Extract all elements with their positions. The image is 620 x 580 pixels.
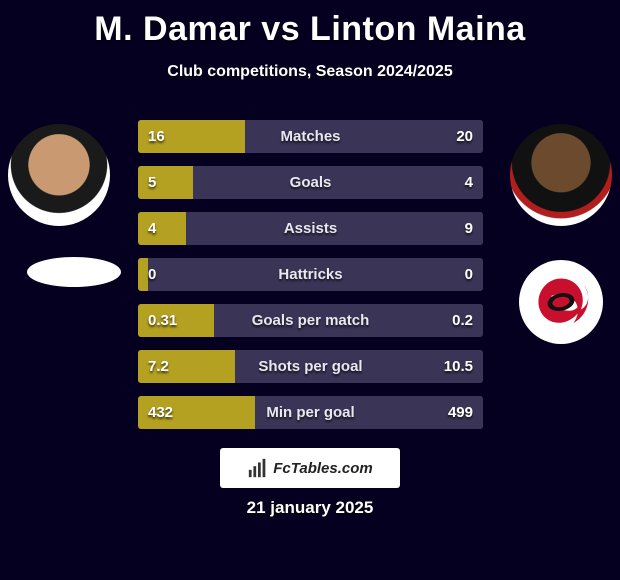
stat-row: 4 9 Assists	[138, 212, 483, 245]
player1-club-logo	[27, 257, 121, 287]
fctables-label: FcTables.com	[273, 460, 372, 477]
row-label: Matches	[280, 120, 340, 153]
stat-row: 16 20 Matches	[138, 120, 483, 153]
stat-row: 432 499 Min per goal	[138, 396, 483, 429]
value-right: 10.5	[444, 350, 473, 383]
value-right: 499	[448, 396, 473, 429]
stat-row: 0 0 Hattricks	[138, 258, 483, 291]
bar-left	[138, 212, 186, 245]
date-label: 21 january 2025	[247, 498, 374, 518]
stat-row: 5 4 Goals	[138, 166, 483, 199]
player2-avatar	[510, 124, 612, 226]
value-left: 432	[148, 396, 173, 429]
player1-avatar	[8, 124, 110, 226]
row-label: Assists	[284, 212, 337, 245]
value-left: 5	[148, 166, 156, 199]
row-label: Goals per match	[252, 304, 370, 337]
value-right: 0	[465, 258, 473, 291]
value-right: 9	[465, 212, 473, 245]
row-label: Hattricks	[278, 258, 342, 291]
subtitle: Club competitions, Season 2024/2025	[0, 63, 620, 81]
value-right: 0.2	[452, 304, 473, 337]
page-title: M. Damar vs Linton Maina	[0, 0, 620, 49]
value-left: 7.2	[148, 350, 169, 383]
row-label: Shots per goal	[258, 350, 362, 383]
bar-left	[138, 258, 148, 291]
value-left: 16	[148, 120, 165, 153]
value-right: 20	[456, 120, 473, 153]
value-left: 0.31	[148, 304, 177, 337]
value-left: 4	[148, 212, 156, 245]
stat-row: 7.2 10.5 Shots per goal	[138, 350, 483, 383]
row-label: Min per goal	[266, 396, 354, 429]
row-label: Goals	[290, 166, 332, 199]
stat-row: 0.31 0.2 Goals per match	[138, 304, 483, 337]
hurricanes-icon	[530, 271, 592, 333]
fctables-badge: FcTables.com	[220, 448, 400, 488]
bar-right	[193, 166, 483, 199]
value-left: 0	[148, 258, 156, 291]
value-right: 4	[465, 166, 473, 199]
player2-club-logo	[519, 260, 603, 344]
fctables-icon	[247, 457, 269, 479]
bar-left	[138, 166, 193, 199]
stats-chart: 16 20 Matches 5 4 Goals 4 9 Assists 0 0 Hattricks 0.…	[138, 120, 483, 442]
